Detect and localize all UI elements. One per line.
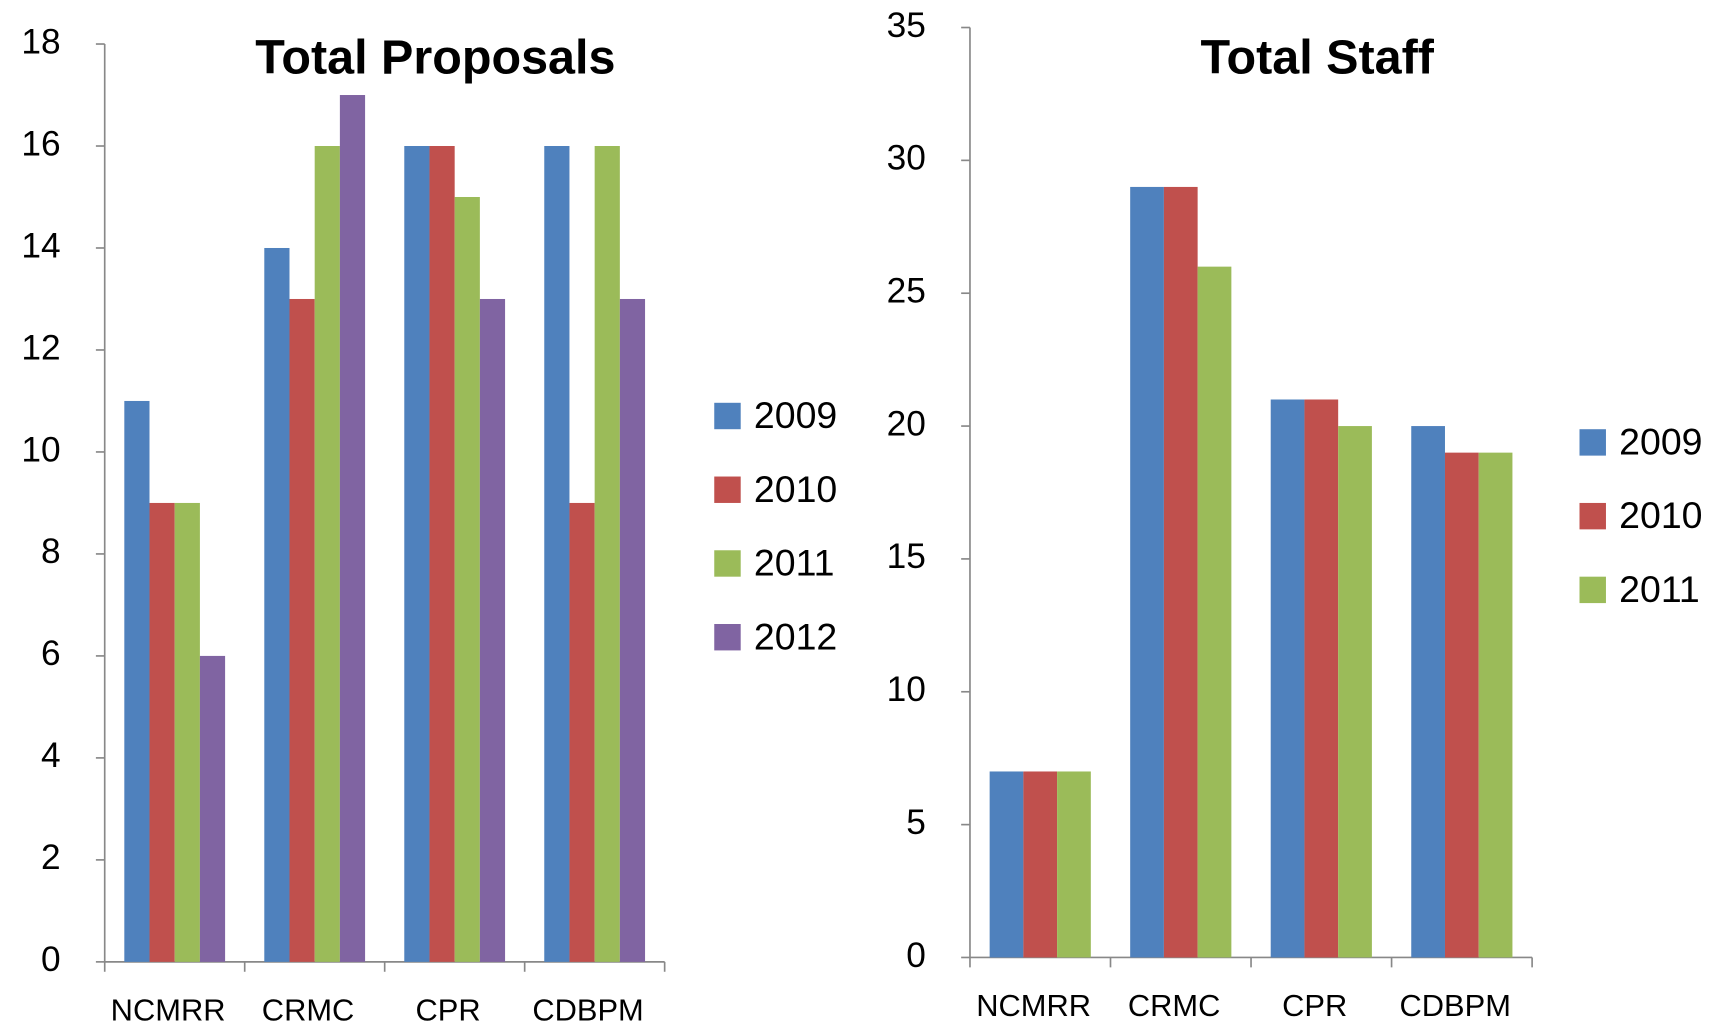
legend-swatch: [714, 550, 741, 577]
bar: [1270, 399, 1305, 958]
x-tick-label: NCMRR: [976, 988, 1091, 1023]
legend-swatch: [714, 402, 741, 430]
x-tick-label: NCMRR: [111, 993, 226, 1028]
legend-label: 2010: [1619, 494, 1702, 536]
chart-title: Total Staff: [1200, 30, 1434, 84]
x-tick-label: CDBPM: [1400, 988, 1511, 1023]
bar: [264, 247, 290, 962]
y-tick-label: 14: [21, 226, 60, 265]
x-tick-label: CRMC: [262, 993, 355, 1028]
bar: [1444, 452, 1479, 958]
y-tick-label: 0: [41, 940, 61, 979]
y-tick-label: 15: [887, 537, 926, 576]
bar: [544, 146, 570, 962]
legend-swatch: [1579, 429, 1606, 456]
y-tick-label: 5: [906, 803, 926, 842]
bar: [619, 298, 646, 962]
bar: [1478, 452, 1513, 958]
y-tick-label: 10: [887, 670, 926, 709]
bar: [404, 146, 430, 962]
legend-swatch: [714, 624, 741, 651]
bar: [594, 146, 620, 962]
x-tick-label: CRMC: [1128, 988, 1221, 1023]
y-tick-label: 6: [41, 634, 61, 673]
y-tick-label: 10: [21, 430, 60, 469]
bar: [1023, 771, 1058, 958]
y-tick-label: 16: [21, 124, 60, 163]
y-tick-label: 20: [887, 404, 926, 443]
bar: [174, 502, 200, 962]
legend-label: 2009: [1619, 421, 1702, 463]
x-tick-label: CPR: [1282, 988, 1347, 1023]
bar: [1411, 426, 1445, 958]
bar: [289, 298, 315, 962]
bar: [479, 298, 506, 962]
legend-label: 2011: [1619, 568, 1700, 610]
y-tick-label: 25: [887, 272, 926, 311]
y-tick-label: 35: [887, 6, 926, 45]
legend-label: 2009: [754, 394, 837, 436]
legend-label: 2012: [754, 615, 837, 657]
y-tick-label: 8: [41, 532, 61, 571]
legend-swatch: [714, 476, 741, 503]
bar: [339, 95, 366, 962]
chart-title: Total Proposals: [255, 30, 615, 84]
bar: [1338, 426, 1372, 958]
bar: [1057, 771, 1091, 958]
bar: [149, 502, 175, 962]
y-tick-label: 0: [906, 936, 926, 975]
bar: [1304, 399, 1339, 958]
legend-swatch: [1579, 502, 1606, 530]
bar: [1130, 186, 1164, 958]
y-tick-label: 12: [21, 328, 60, 367]
bar: [1197, 266, 1232, 958]
y-tick-label: 30: [887, 139, 926, 178]
bar: [454, 196, 480, 962]
bar: [199, 655, 226, 962]
legend-swatch: [1579, 576, 1606, 604]
bar: [569, 502, 595, 962]
x-tick-label: CPR: [415, 993, 480, 1028]
y-tick-label: 4: [41, 736, 61, 775]
legend-label: 2011: [754, 542, 835, 584]
bar: [124, 400, 150, 962]
bar: [429, 146, 455, 962]
bar: [1163, 186, 1198, 958]
bar: [314, 146, 340, 962]
x-tick-label: CDBPM: [532, 993, 643, 1028]
y-tick-label: 2: [41, 838, 61, 877]
bar: [989, 771, 1024, 958]
legend-label: 2010: [754, 468, 837, 510]
y-tick-label: 18: [21, 22, 60, 61]
